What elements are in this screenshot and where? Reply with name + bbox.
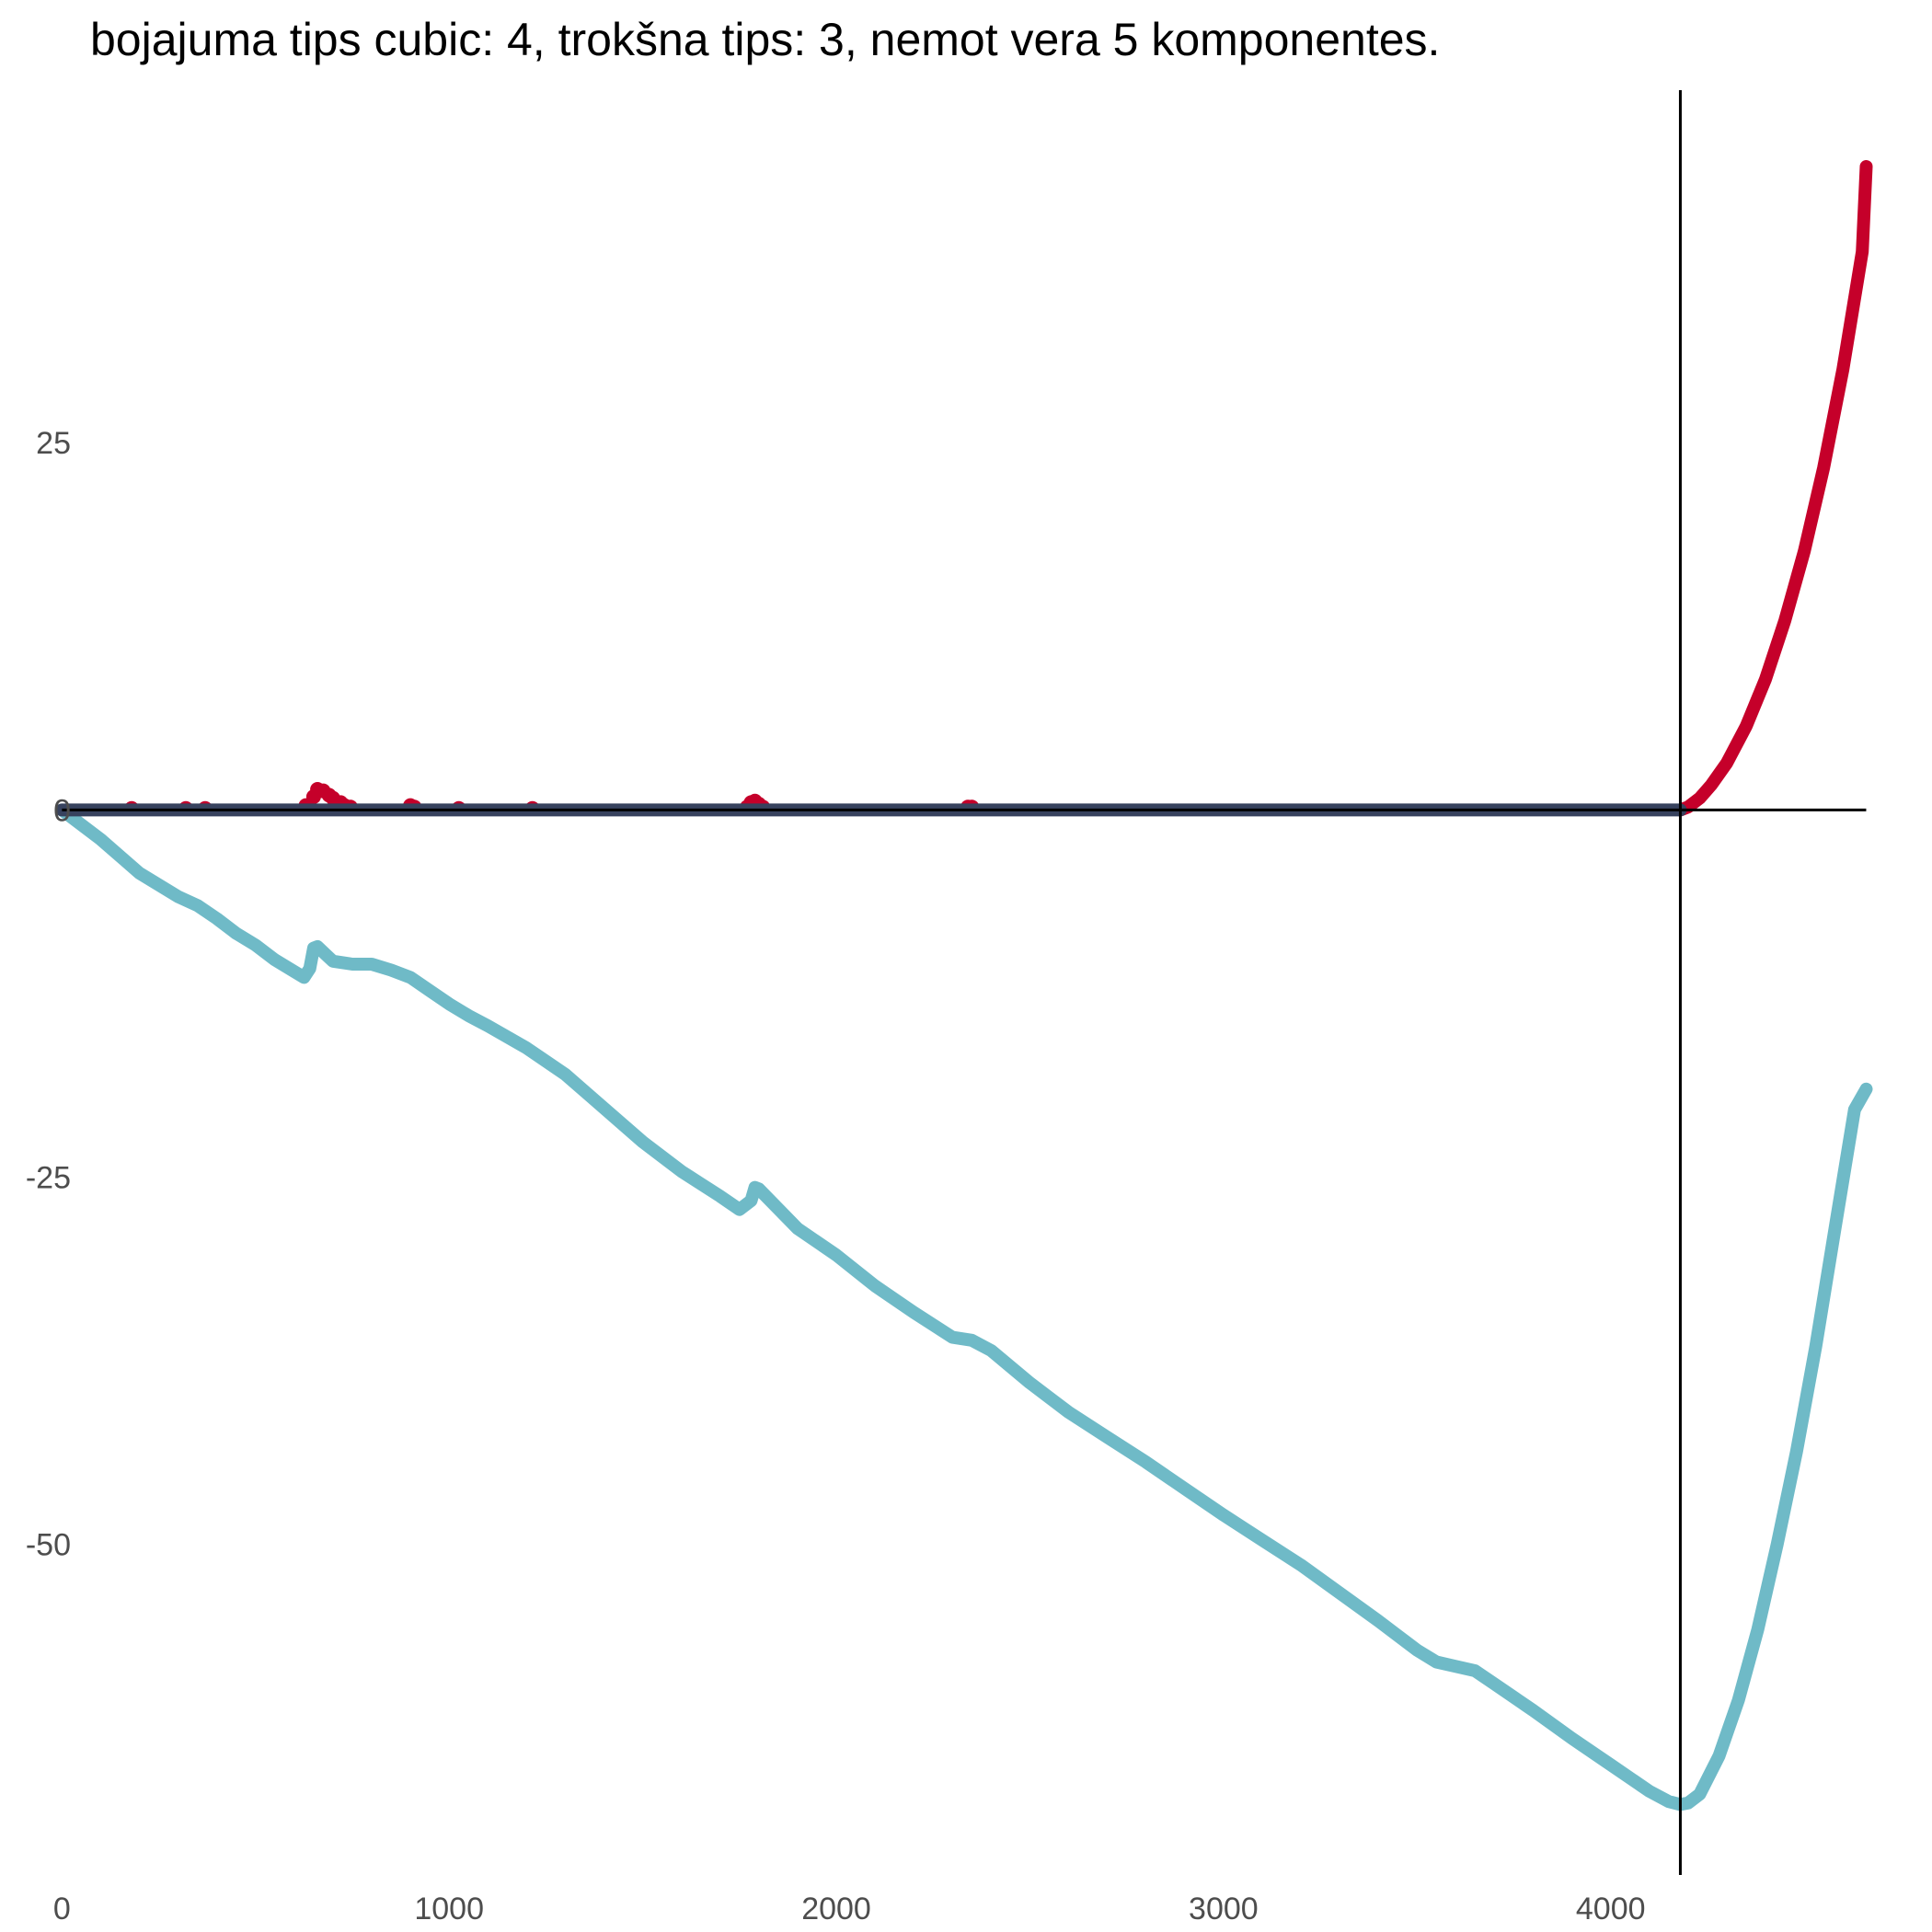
y-axis-ticks: -50 -25 0 25 [26, 426, 71, 1563]
x-tick-label: 1000 [414, 1892, 484, 1926]
x-tick-label: 4000 [1576, 1892, 1646, 1926]
series-1-line [1673, 160, 1873, 817]
y-tick-label: -50 [26, 1528, 71, 1563]
x-axis-ticks: 0 1000 2000 3000 4000 [53, 1892, 1646, 1926]
x-tick-label: 2000 [801, 1892, 871, 1926]
reference-lines [62, 90, 1867, 1875]
y-tick-label: -25 [26, 1161, 71, 1196]
series-layer [55, 160, 1873, 1811]
y-tick-label: 0 [53, 793, 71, 828]
x-tick-label: 3000 [1189, 1892, 1259, 1926]
y-tick-label: 25 [36, 426, 71, 461]
series-0-line [55, 803, 1873, 1811]
chart-title: bojajuma tips cubic: 4, trokšna tips: 3,… [90, 14, 1441, 65]
x-tick-label: 0 [53, 1892, 71, 1926]
